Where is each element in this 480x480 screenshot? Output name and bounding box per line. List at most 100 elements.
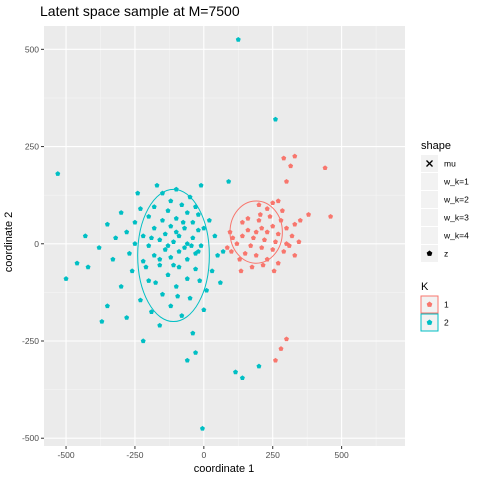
x-tick-label: -500 — [58, 450, 75, 460]
point-k1 — [296, 239, 302, 244]
legend-shape-title: shape — [421, 140, 451, 152]
point-k1 — [256, 202, 262, 207]
point-k2 — [209, 268, 215, 274]
point-k1 — [248, 243, 254, 248]
point-k2 — [124, 315, 130, 320]
point-k2 — [110, 256, 116, 262]
point-k2 — [173, 229, 179, 235]
point-k1 — [292, 252, 298, 258]
point-k2 — [140, 258, 146, 264]
point-k2 — [173, 186, 179, 192]
point-k2 — [220, 248, 226, 254]
y-tick-label: -500 — [22, 433, 39, 443]
point-k1 — [260, 262, 266, 268]
point-k2 — [137, 297, 143, 303]
point-k2 — [206, 217, 212, 223]
point-k1 — [237, 256, 243, 262]
point-k2 — [184, 276, 190, 281]
point-k2 — [146, 243, 152, 248]
point-k2 — [157, 256, 163, 262]
point-k2 — [187, 194, 193, 200]
point-k2 — [273, 116, 278, 122]
point-k1 — [250, 235, 256, 241]
y-tick-label: -250 — [22, 336, 39, 346]
point-k1 — [279, 208, 285, 213]
legend-shape-label: w_k=4 — [443, 231, 469, 241]
point-k1 — [238, 268, 244, 274]
legend-cross-mark — [426, 160, 433, 167]
chart-title: Latent space sample at M=7500 — [40, 3, 240, 19]
point-k2 — [190, 235, 196, 241]
point-k2 — [197, 278, 203, 283]
point-k1 — [288, 163, 294, 169]
point-k2 — [135, 190, 141, 196]
point-k2 — [165, 208, 171, 213]
point-k2 — [104, 303, 110, 309]
point-k2 — [160, 190, 165, 196]
point-k2 — [204, 287, 210, 293]
point-k2 — [182, 245, 188, 250]
point-k1 — [245, 215, 251, 221]
point-k1 — [292, 221, 298, 227]
point-k2 — [63, 276, 69, 281]
point-k1 — [249, 264, 255, 270]
point-k1 — [239, 219, 245, 225]
point-k2 — [168, 254, 174, 260]
legend-shape: shape mu w_k=1 w_k=2 w_k=3 w_k=4z — [421, 140, 469, 262]
y-axis-title: coordinate 2 — [3, 212, 15, 273]
point-k2 — [151, 252, 157, 258]
point-k2 — [154, 182, 160, 188]
data-points — [55, 37, 334, 431]
point-k1 — [297, 217, 303, 223]
point-k2 — [171, 239, 176, 244]
point-k2 — [176, 264, 182, 270]
point-k2 — [195, 212, 201, 217]
point-k2 — [193, 350, 199, 355]
x-tick-label: 250 — [266, 450, 280, 460]
point-k2 — [171, 262, 176, 268]
point-k2 — [151, 225, 157, 231]
point-k1 — [281, 155, 287, 161]
point-k2 — [184, 357, 190, 363]
point-k1 — [322, 165, 328, 171]
legend-key — [421, 173, 438, 190]
point-k2 — [74, 260, 80, 266]
point-k2 — [165, 272, 171, 277]
point-k2 — [184, 241, 190, 246]
point-k2 — [180, 219, 186, 225]
point-k2 — [256, 363, 262, 369]
plot-panel — [44, 26, 405, 446]
point-k1 — [253, 252, 259, 258]
point-k2 — [168, 198, 174, 204]
point-k1 — [259, 245, 265, 250]
point-k2 — [149, 309, 154, 314]
point-k2 — [149, 235, 154, 241]
point-k1 — [284, 336, 289, 342]
legend-shape-label: w_k=1 — [443, 177, 469, 187]
point-k2 — [168, 303, 174, 309]
point-k2 — [151, 204, 157, 209]
point-k2 — [239, 375, 245, 381]
point-k2 — [153, 280, 159, 285]
point-k2 — [201, 225, 207, 231]
point-k1 — [245, 227, 251, 233]
point-k2 — [198, 243, 204, 248]
point-k1 — [328, 213, 334, 219]
point-k1 — [228, 248, 234, 254]
point-k2 — [175, 293, 181, 299]
point-k2 — [187, 295, 193, 301]
point-k2 — [137, 206, 143, 211]
point-k2 — [215, 252, 221, 258]
point-k2 — [113, 235, 119, 241]
point-k1 — [273, 357, 278, 363]
point-k1 — [256, 217, 262, 223]
point-k2 — [182, 225, 188, 231]
point-k1 — [234, 241, 240, 246]
point-k1 — [264, 206, 270, 211]
point-k2 — [132, 219, 138, 225]
point-k2 — [226, 178, 232, 184]
point-k1 — [264, 256, 270, 262]
y-tick-label: 500 — [25, 44, 39, 54]
point-k2 — [160, 217, 165, 223]
point-k1 — [271, 268, 277, 274]
